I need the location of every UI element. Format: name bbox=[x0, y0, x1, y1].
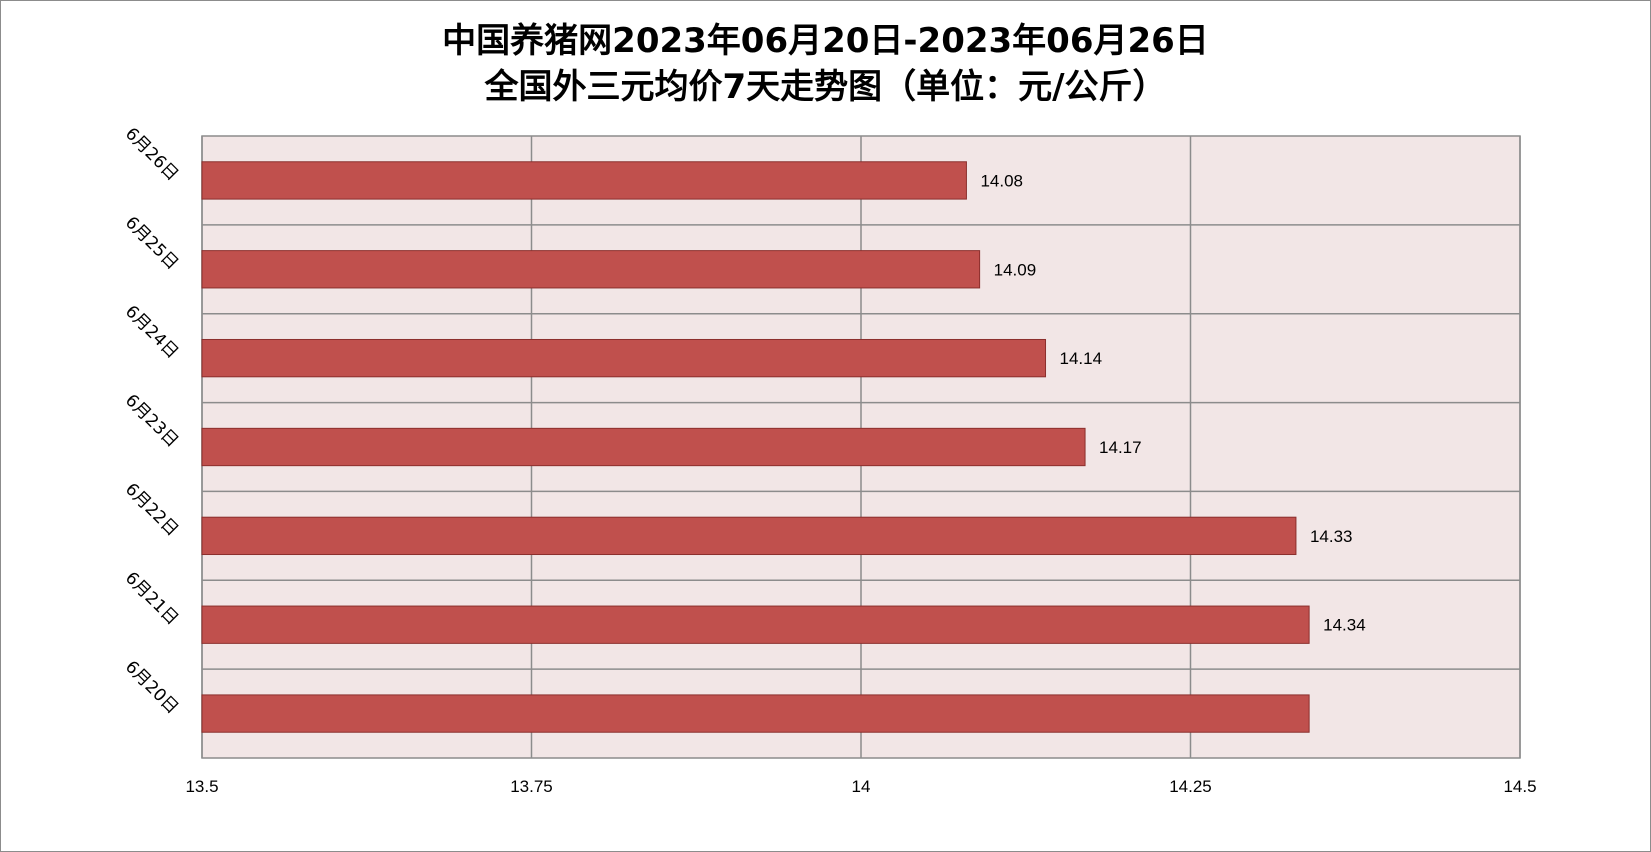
y-tick-label-4: 6月22日 bbox=[121, 479, 182, 540]
y-tick-label-5: 6月21日 bbox=[121, 568, 182, 629]
y-tick-label-1: 6月25日 bbox=[121, 213, 182, 274]
x-tick-label-1: 13.75 bbox=[510, 777, 553, 796]
x-tick-label-2: 14 bbox=[852, 777, 871, 796]
chart-title-line-1: 中国养猪网2023年06月20日-2023年06月26日 bbox=[442, 21, 1209, 61]
data-label-0: 14.08 bbox=[980, 171, 1023, 190]
data-label-2: 14.14 bbox=[1060, 349, 1103, 368]
bar-5 bbox=[201, 605, 1310, 644]
chart-title: 中国养猪网2023年06月20日-2023年06月26日 全国外三元均价7天走势… bbox=[0, 18, 1651, 110]
data-label-3: 14.17 bbox=[1099, 438, 1142, 457]
x-tick-label-3: 14.25 bbox=[1169, 777, 1212, 796]
x-tick-label-4: 14.5 bbox=[1503, 777, 1536, 796]
bar-2 bbox=[201, 338, 1047, 378]
chart-title-line-2: 全国外三元均价7天走势图（单位：元/公斤） bbox=[484, 67, 1167, 107]
bar-0 bbox=[201, 161, 967, 200]
y-tick-label-3: 6月23日 bbox=[121, 390, 182, 451]
y-tick-label-2: 6月24日 bbox=[121, 302, 182, 363]
data-label-1: 14.09 bbox=[994, 260, 1037, 279]
bar-1 bbox=[201, 250, 981, 289]
bar-6 bbox=[201, 694, 1310, 733]
data-label-4: 14.33 bbox=[1310, 527, 1353, 546]
y-tick-label-0: 6月26日 bbox=[121, 124, 182, 185]
bar-3 bbox=[201, 427, 1086, 467]
y-tick-label-6: 6月20日 bbox=[121, 657, 182, 718]
bar-4 bbox=[201, 516, 1297, 556]
x-tick-label-0: 13.5 bbox=[185, 777, 218, 796]
data-label-5: 14.34 bbox=[1323, 616, 1366, 635]
